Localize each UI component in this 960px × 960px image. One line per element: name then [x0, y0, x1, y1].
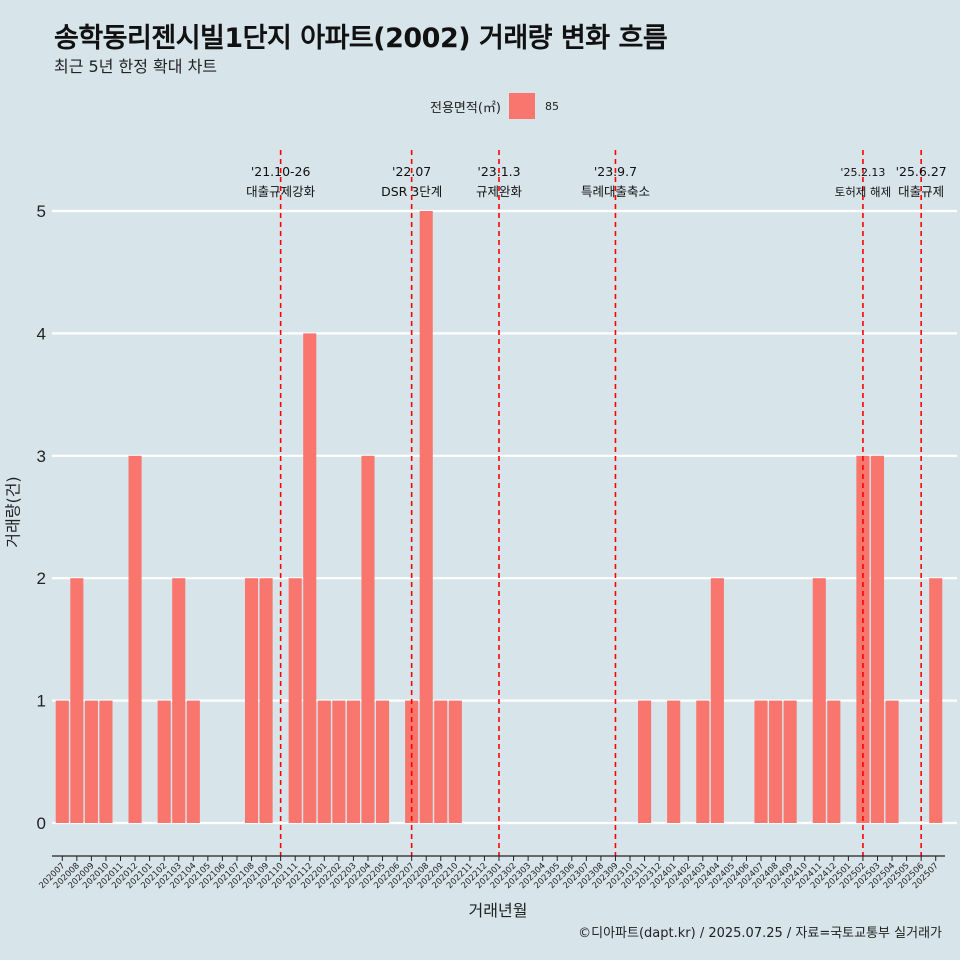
chart-title: 송학동리젠시빌1단지 아파트(2002) 거래량 변화 흐름 — [54, 23, 668, 54]
bar-202404 — [710, 578, 724, 823]
event-label-5: 토허제 해제 — [835, 185, 892, 199]
event-date-label-1: '21.10-26 — [251, 164, 311, 179]
legend-title: 전용면적(㎡) — [430, 100, 501, 116]
y-tick-label-3: 3 — [37, 447, 46, 466]
bar-202207 — [405, 700, 419, 823]
legend: 전용면적(㎡) 85 — [430, 93, 559, 119]
source-caption: ©디아파트(dapt.kr) / 2025.07.25 / 자료=국토교통부 실… — [578, 926, 942, 941]
event-label-1: 대출규제강화 — [246, 184, 316, 199]
bar-202208 — [419, 211, 433, 823]
bar-202104 — [186, 700, 200, 823]
y-tick-label-1: 1 — [37, 692, 46, 711]
event-label-6: 대출규제 — [898, 184, 944, 199]
y-tick-label-2: 2 — [37, 569, 46, 588]
event-label-3: 규제완화 — [476, 184, 523, 199]
event-label-4: 특례대출축소 — [581, 184, 650, 199]
y-tick-label-4: 4 — [37, 324, 46, 343]
bar-202109 — [259, 578, 273, 823]
bar-202412 — [827, 700, 841, 823]
bar-202209 — [434, 700, 448, 823]
bar-202202 — [332, 700, 346, 823]
bar-202007 — [55, 700, 69, 823]
bar-202112 — [303, 333, 317, 823]
bar-202009 — [84, 700, 98, 823]
event-date-label-5: '25.2.13 — [840, 166, 885, 179]
bar-202504 — [885, 700, 899, 823]
y-axis-title: 거래량(건) — [3, 476, 23, 548]
bar-202103 — [172, 578, 186, 823]
bar-202210 — [448, 700, 462, 823]
bar-202411 — [812, 578, 826, 823]
bar-202311 — [638, 700, 652, 823]
bar-202403 — [696, 700, 710, 823]
bar-202008 — [70, 578, 84, 823]
bar-202204 — [361, 455, 375, 823]
x-axis-title: 거래년월 — [468, 901, 528, 920]
bar-202408 — [769, 700, 783, 823]
bar-202201 — [317, 700, 331, 823]
event-date-label-3: '23.1.3 — [477, 164, 520, 179]
y-tick-label-0: 0 — [37, 814, 46, 833]
bar-202102 — [157, 700, 171, 823]
event-date-label-6: '25.6.27 — [896, 164, 947, 179]
bar-202205 — [375, 700, 390, 823]
bar-202203 — [346, 700, 360, 823]
bar-202507 — [929, 578, 943, 823]
event-label-2: DSR 3단계 — [381, 184, 442, 199]
event-date-label-4: '23.9.7 — [594, 164, 637, 179]
legend-label-85: 85 — [544, 99, 559, 113]
bar-202111 — [288, 578, 302, 823]
legend-key-85 — [508, 93, 535, 119]
bar-202401 — [667, 700, 681, 823]
bar-202010 — [99, 700, 113, 823]
bar-202407 — [754, 700, 768, 823]
bar-202012 — [128, 455, 142, 823]
y-tick-label-5: 5 — [37, 202, 46, 221]
chart-subtitle: 최근 5년 한정 확대 차트 — [54, 57, 218, 76]
bar-202409 — [783, 700, 797, 823]
bar-202503 — [870, 455, 885, 823]
event-date-label-2: '22.07 — [392, 164, 431, 179]
bar-202108 — [244, 578, 259, 823]
